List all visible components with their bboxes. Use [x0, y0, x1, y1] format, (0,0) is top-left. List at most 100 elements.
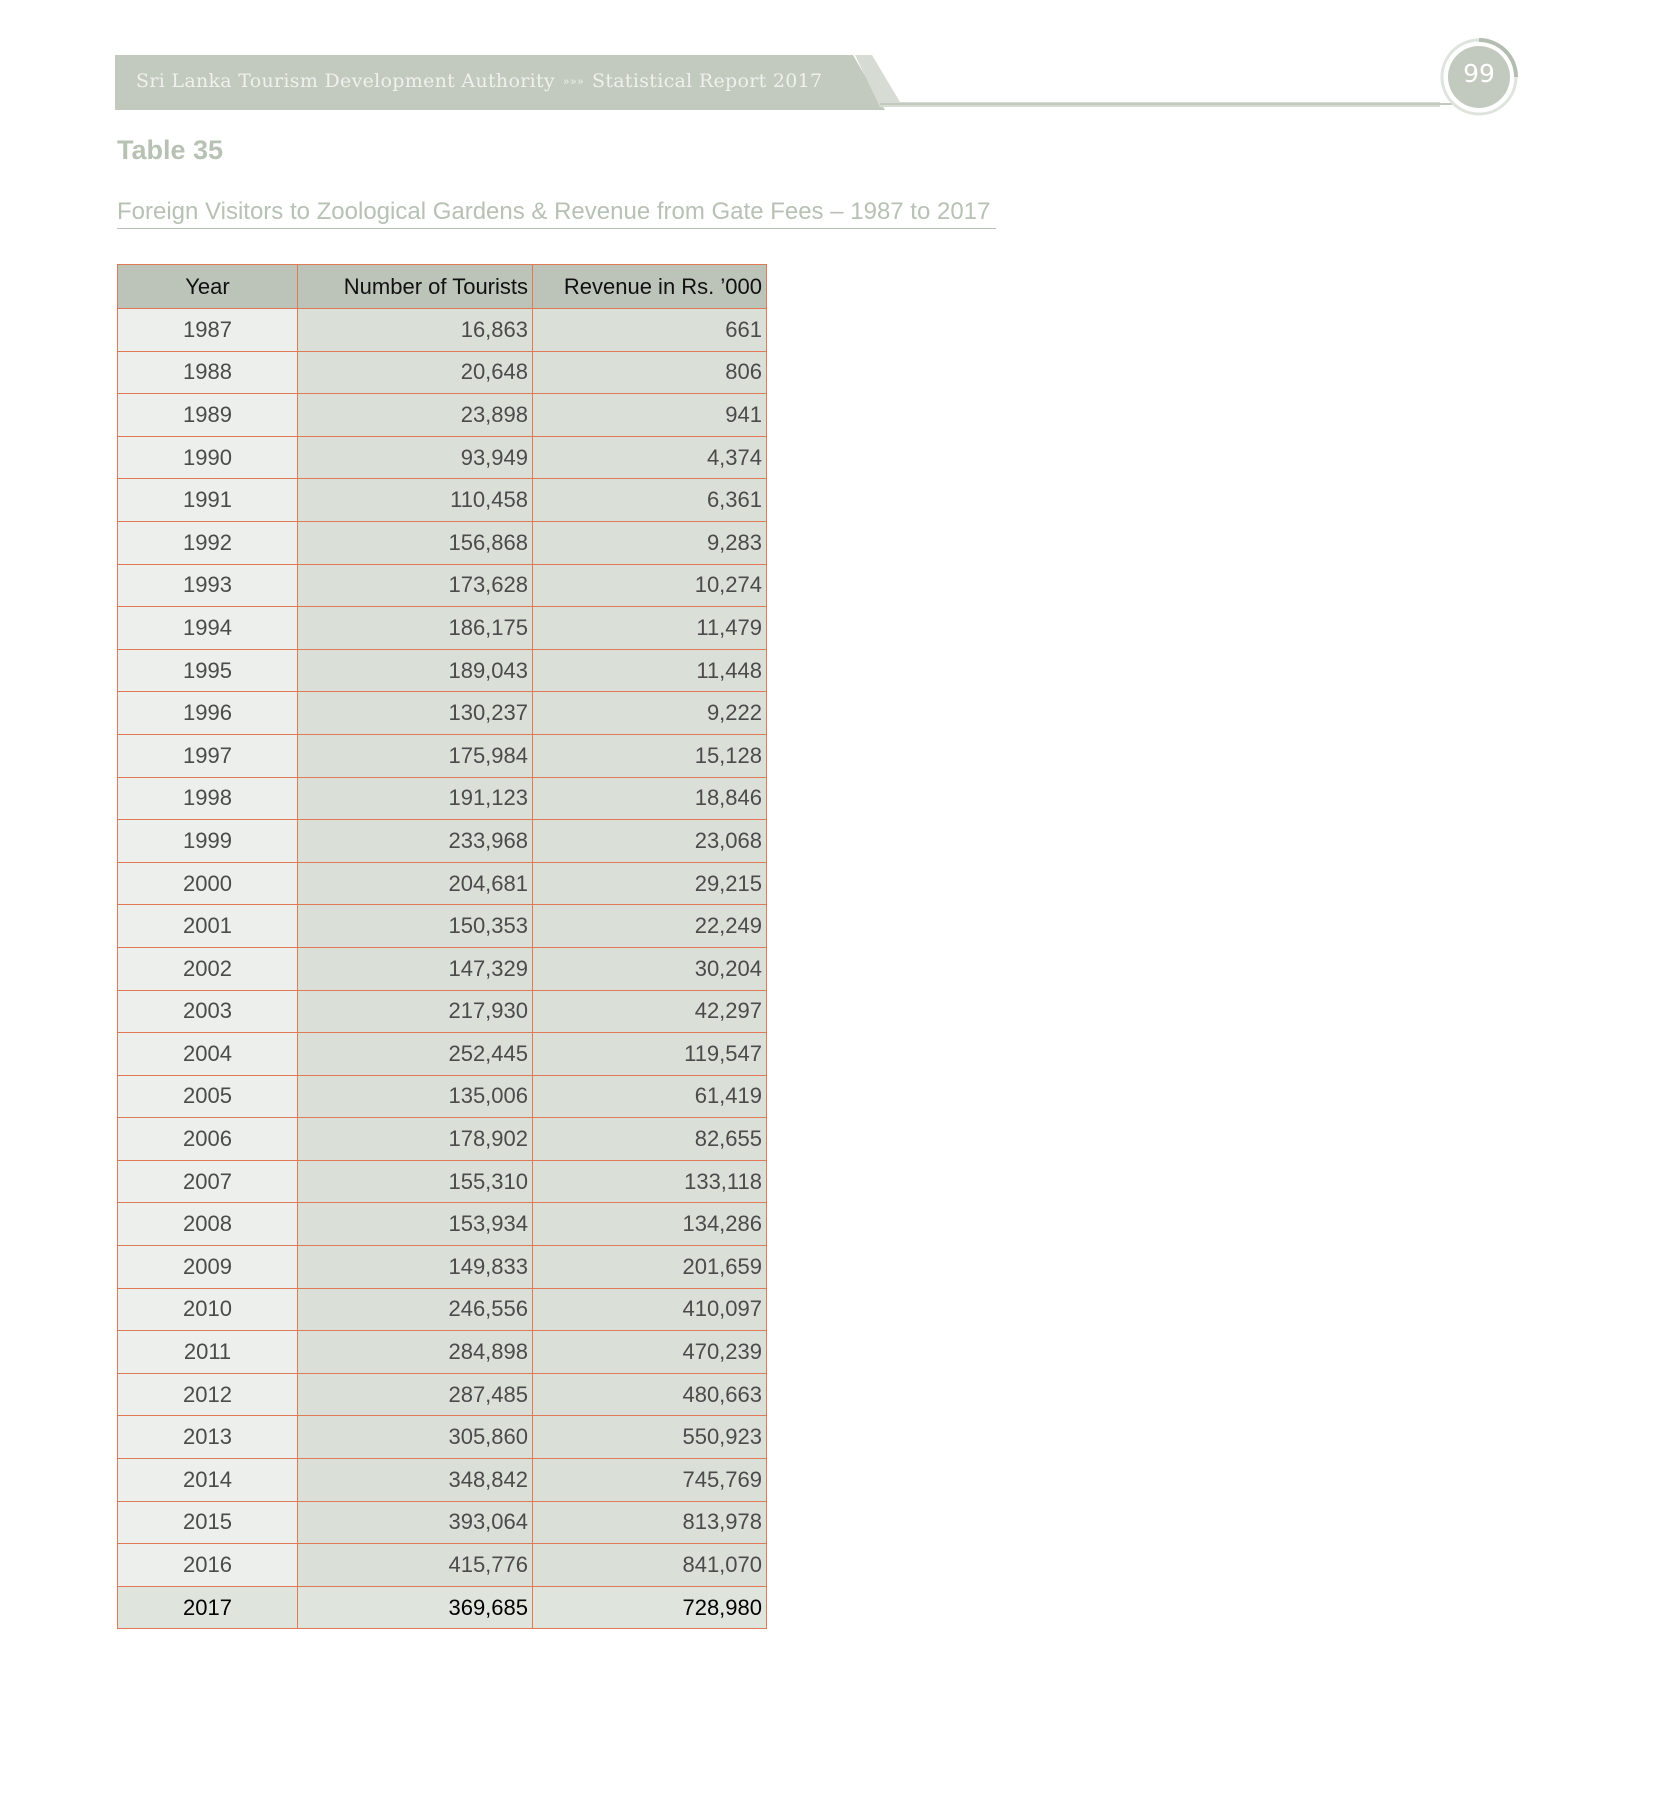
cell-tourists: 20,648 — [297, 350, 533, 395]
cell-revenue: 6,361 — [532, 478, 767, 522]
cell-tourists: 16,863 — [297, 308, 533, 352]
cell-tourists: 23,898 — [297, 393, 533, 437]
table-row: 2012 287,485 480,663 — [117, 1372, 767, 1417]
cell-revenue: 11,448 — [532, 648, 767, 693]
cell-year: 2003 — [117, 989, 298, 1034]
table-row: 2001 150,353 22,249 — [117, 904, 767, 948]
cell-tourists: 178,902 — [297, 1117, 533, 1161]
cell-year: 1990 — [117, 435, 298, 480]
table-row: 2016 415,776 841,070 — [117, 1543, 767, 1587]
cell-revenue: 661 — [532, 308, 767, 352]
table-row: 2008 153,934 134,286 — [117, 1202, 767, 1247]
cell-year: 2017 — [117, 1585, 298, 1630]
cell-revenue: 119,547 — [532, 1032, 767, 1076]
cell-year: 1988 — [117, 350, 298, 395]
cell-revenue: 11,479 — [532, 606, 767, 650]
table-row: 2000 204,681 29,215 — [117, 861, 767, 906]
cell-tourists: 149,833 — [297, 1245, 533, 1289]
cell-year: 1995 — [117, 648, 298, 693]
cell-revenue: 22,249 — [532, 904, 767, 948]
header-rule — [855, 55, 1452, 107]
cell-year: 1994 — [117, 606, 298, 650]
cell-year: 1996 — [117, 691, 298, 735]
cell-year: 1992 — [117, 520, 298, 565]
table-header-row: Year Number of Tourists Revenue in Rs. ’… — [117, 264, 767, 309]
cell-year: 2008 — [117, 1202, 298, 1247]
column-header-tourists: Number of Tourists — [297, 264, 533, 309]
cell-year: 2004 — [117, 1032, 298, 1076]
data-table: Year Number of Tourists Revenue in Rs. ’… — [117, 264, 767, 1630]
cell-revenue: 61,419 — [532, 1074, 767, 1119]
header-organization: Sri Lanka Tourism Development Authority — [136, 70, 555, 92]
cell-year: 1991 — [117, 478, 298, 522]
cell-tourists: 189,043 — [297, 648, 533, 693]
cell-revenue: 745,769 — [532, 1458, 767, 1502]
table-row: 2017 369,685 728,980 — [117, 1585, 767, 1630]
cell-year: 2000 — [117, 861, 298, 906]
cell-year: 1998 — [117, 776, 298, 821]
cell-tourists: 233,968 — [297, 819, 533, 863]
running-header: Sri Lanka Tourism Development Authority »… — [136, 70, 822, 92]
table-row: 1991 110,458 6,361 — [117, 478, 767, 522]
cell-year: 1987 — [117, 308, 298, 352]
cell-year: 2014 — [117, 1458, 298, 1502]
cell-year: 1989 — [117, 393, 298, 437]
table-row: 1999 233,968 23,068 — [117, 819, 767, 863]
cell-tourists: 186,175 — [297, 606, 533, 650]
cell-tourists: 415,776 — [297, 1543, 533, 1587]
cell-year: 2010 — [117, 1287, 298, 1332]
cell-year: 1997 — [117, 733, 298, 778]
cell-tourists: 287,485 — [297, 1372, 533, 1417]
cell-revenue: 841,070 — [532, 1543, 767, 1587]
cell-tourists: 252,445 — [297, 1032, 533, 1076]
cell-year: 2009 — [117, 1245, 298, 1289]
cell-year: 2011 — [117, 1330, 298, 1374]
cell-revenue: 410,097 — [532, 1287, 767, 1332]
table-row: 2011 284,898 470,239 — [117, 1330, 767, 1374]
cell-year: 2006 — [117, 1117, 298, 1161]
cell-tourists: 284,898 — [297, 1330, 533, 1374]
cell-tourists: 305,860 — [297, 1415, 533, 1460]
cell-revenue: 201,659 — [532, 1245, 767, 1289]
cell-tourists: 153,934 — [297, 1202, 533, 1247]
table-row: 1993 173,628 10,274 — [117, 563, 767, 608]
cell-revenue: 9,222 — [532, 691, 767, 735]
cell-tourists: 348,842 — [297, 1458, 533, 1502]
cell-tourists: 135,006 — [297, 1074, 533, 1119]
cell-year: 1993 — [117, 563, 298, 608]
cell-year: 2002 — [117, 946, 298, 991]
cell-tourists: 130,237 — [297, 691, 533, 735]
cell-revenue: 470,239 — [532, 1330, 767, 1374]
cell-revenue: 42,297 — [532, 989, 767, 1034]
header-report: Statistical Report 2017 — [592, 70, 823, 92]
table-row: 2003 217,930 42,297 — [117, 989, 767, 1034]
header-band-shape — [115, 55, 885, 110]
column-header-year: Year — [117, 264, 298, 309]
cell-revenue: 4,374 — [532, 435, 767, 480]
table-row: 1992 156,868 9,283 — [117, 520, 767, 565]
table-row: 2015 393,064 813,978 — [117, 1500, 767, 1545]
table-label: Table 35 — [117, 135, 224, 165]
cell-revenue: 134,286 — [532, 1202, 767, 1247]
cell-revenue: 806 — [532, 350, 767, 395]
table-row: 1987 16,863 661 — [117, 308, 767, 352]
table-row: 1994 186,175 11,479 — [117, 606, 767, 650]
cell-revenue: 10,274 — [532, 563, 767, 608]
cell-year: 2013 — [117, 1415, 298, 1460]
cell-tourists: 246,556 — [297, 1287, 533, 1332]
cell-revenue: 480,663 — [532, 1372, 767, 1417]
table-row: 2007 155,310 133,118 — [117, 1159, 767, 1204]
cell-revenue: 29,215 — [532, 861, 767, 906]
cell-tourists: 369,685 — [297, 1585, 533, 1630]
table-row: 2014 348,842 745,769 — [117, 1458, 767, 1502]
cell-year: 2005 — [117, 1074, 298, 1119]
cell-revenue: 550,923 — [532, 1415, 767, 1460]
table-row: 2013 305,860 550,923 — [117, 1415, 767, 1460]
cell-revenue: 941 — [532, 393, 767, 437]
cell-revenue: 30,204 — [532, 946, 767, 991]
page-number: 99 — [1463, 59, 1495, 88]
cell-year: 2016 — [117, 1543, 298, 1587]
cell-year: 2012 — [117, 1372, 298, 1417]
cell-tourists: 147,329 — [297, 946, 533, 991]
table-row: 1990 93,949 4,374 — [117, 435, 767, 480]
